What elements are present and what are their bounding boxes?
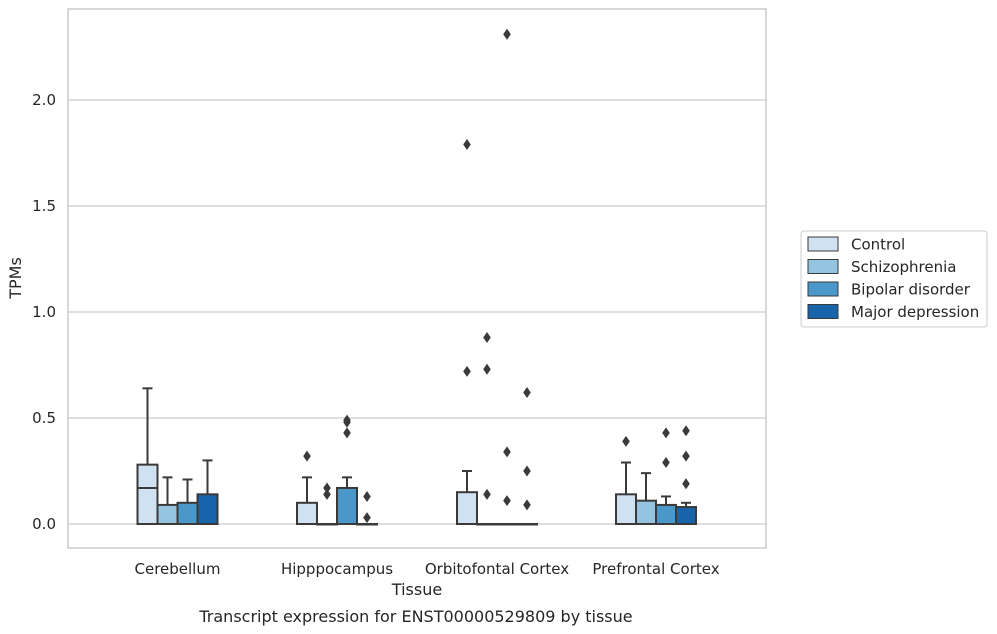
outlier-point	[523, 387, 531, 399]
legend: Control Schizophrenia Bipolar disorder Majo…	[800, 230, 988, 328]
outlier-point	[682, 450, 690, 462]
y-tick-label: 2.0	[32, 91, 56, 109]
legend-label: Major depression	[851, 303, 979, 321]
box-bipolar-disorder	[655, 427, 677, 526]
outlier-point	[523, 499, 531, 511]
box-schizophrenia	[316, 482, 338, 526]
box-major-depression	[196, 459, 219, 526]
outlier-point	[682, 478, 690, 490]
box-body	[635, 499, 657, 525]
x-axis-label: Tissue	[391, 580, 442, 599]
box-control	[136, 387, 159, 526]
box-schizophrenia	[635, 472, 657, 525]
box-body	[456, 491, 478, 526]
box-body	[156, 503, 179, 526]
box-control	[296, 450, 318, 525]
outlier-point	[303, 450, 311, 462]
y-tick-label: 1.5	[32, 197, 56, 215]
box-schizophrenia	[156, 476, 179, 526]
box-body	[615, 493, 637, 526]
y-tick-label: 1.0	[32, 303, 56, 321]
outlier-point	[682, 425, 690, 437]
box-body	[655, 503, 677, 526]
boxes	[136, 28, 697, 526]
box-schizophrenia	[476, 331, 498, 526]
outlier-point	[662, 457, 670, 469]
x-tick-label: Hipppocampus	[281, 560, 393, 578]
legend-label: Bipolar disorder	[851, 281, 971, 299]
outlier-point	[483, 488, 491, 500]
box-bipolar-disorder	[176, 478, 199, 525]
x-tick-labels: Cerebellum Hipppocampus Orbitofontal Corte…	[135, 560, 720, 578]
box-control	[456, 139, 478, 526]
y-axis-label: TPMs	[6, 257, 25, 300]
chart-caption: Transcript expression for ENST0000052980…	[198, 607, 632, 626]
outlier-point	[363, 512, 371, 524]
y-tick-labels: 0.0 0.5 1.0 1.5 2.0	[32, 91, 56, 533]
box-body	[196, 493, 219, 526]
plot-frame	[67, 8, 767, 549]
legend-swatch	[807, 304, 839, 319]
box-body	[675, 506, 697, 526]
box-major-depression	[356, 490, 378, 526]
outlier-point	[323, 482, 331, 494]
x-tick-label: Prefrontal Cortex	[592, 560, 719, 578]
legend-swatch	[807, 236, 839, 252]
box-major-depression	[516, 387, 538, 526]
gridlines	[68, 99, 766, 525]
box-body	[296, 501, 318, 525]
x-tick-label: Cerebellum	[135, 560, 221, 578]
box-body	[136, 463, 159, 526]
legend-frame	[800, 230, 988, 328]
outlier-point	[343, 427, 351, 439]
outlier-point	[662, 427, 670, 439]
box-body	[336, 486, 358, 525]
outlier-point	[483, 331, 491, 343]
legend-swatch	[807, 281, 839, 297]
x-tick-label: Orbitofontal Cortex	[425, 560, 569, 578]
box-control	[615, 435, 637, 526]
box-body	[176, 501, 199, 525]
y-tick-label: 0.0	[32, 515, 56, 533]
outlier-point	[503, 446, 511, 458]
outlier-point	[343, 414, 351, 426]
box-major-depression	[675, 425, 697, 526]
legend-label: Schizophrenia	[851, 258, 956, 276]
outlier-point	[622, 435, 630, 447]
legend-label: Control	[851, 236, 905, 254]
box-bipolar-disorder	[336, 414, 358, 525]
outlier-point	[363, 490, 371, 502]
y-tick-label: 0.5	[32, 409, 56, 427]
outlier-point	[483, 363, 491, 375]
outlier-point	[323, 488, 331, 500]
outlier-point	[523, 465, 531, 477]
outlier-point	[463, 139, 471, 151]
outlier-point	[463, 365, 471, 377]
outlier-point	[503, 495, 511, 507]
box-bipolar-disorder	[496, 28, 518, 526]
legend-swatch	[807, 259, 839, 274]
outlier-point	[503, 28, 511, 40]
